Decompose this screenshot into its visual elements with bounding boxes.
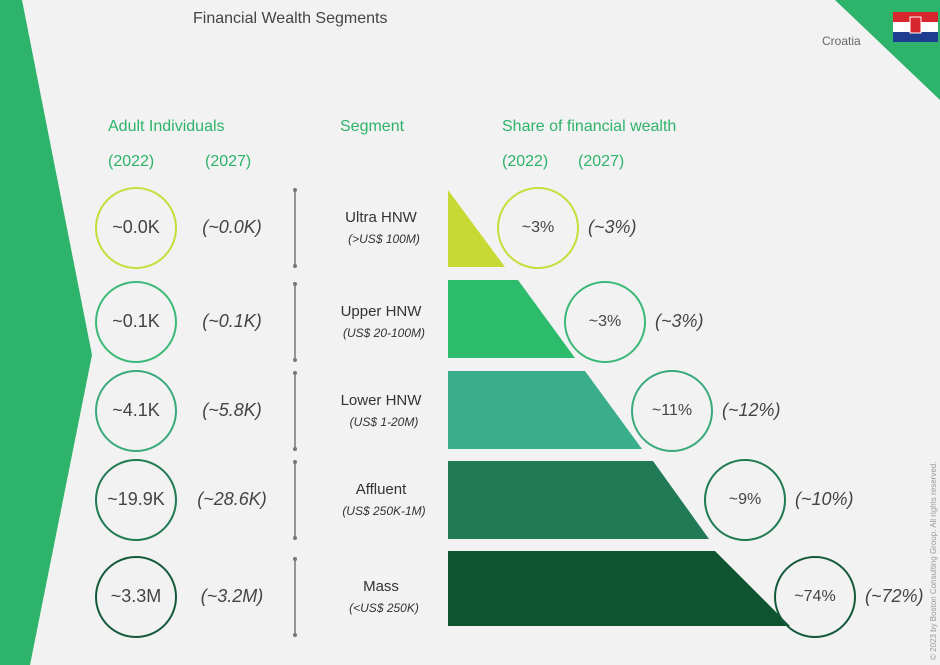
pyramid-tier — [448, 190, 505, 267]
adults-circle — [95, 370, 177, 452]
adults-circle — [95, 187, 177, 269]
divider-dot — [293, 358, 297, 362]
column-header: Segment — [340, 118, 405, 135]
pyramid-tier — [448, 371, 642, 449]
column-year: (2022) — [108, 153, 154, 170]
divider-dot — [293, 447, 297, 451]
segment-name: Ultra HNW — [345, 209, 418, 226]
share-2022: ~9% — [729, 491, 761, 508]
adults-circle — [95, 459, 177, 541]
divider-dot — [293, 633, 297, 637]
pyramid-tier — [448, 280, 575, 358]
column-header: Share of financial wealth — [502, 118, 676, 135]
adults-2027: (~3.2M) — [201, 586, 264, 606]
adults-2027: (~0.0K) — [202, 217, 262, 237]
share-2022: ~3% — [522, 219, 554, 236]
share-2027: (~3%) — [655, 311, 704, 331]
share-2027: (~72%) — [865, 586, 924, 606]
adults-2027: (~28.6K) — [197, 489, 267, 509]
divider-dot — [293, 188, 297, 192]
adults-2027: (~5.8K) — [202, 400, 262, 420]
segment-range: (US$ 250K-1M) — [342, 504, 425, 518]
share-2022: ~11% — [652, 402, 692, 419]
copyright: © 2023 by Boston Consulting Group. All r… — [929, 462, 938, 660]
adults-2022: ~3.3M — [111, 586, 162, 606]
segment-name: Mass — [363, 578, 399, 595]
segment-name: Affluent — [356, 481, 407, 498]
country: Croatia — [822, 34, 861, 48]
flag — [893, 12, 938, 42]
share-2027: (~3%) — [588, 217, 637, 237]
title: Financial Wealth Segments — [193, 10, 387, 27]
share-2027: (~12%) — [722, 400, 781, 420]
share-2027: (~10%) — [795, 489, 854, 509]
share-2022: ~74% — [794, 588, 835, 605]
divider-dot — [293, 536, 297, 540]
adults-circle — [95, 556, 177, 638]
segment-name: Lower HNW — [341, 392, 423, 409]
divider-dot — [293, 460, 297, 464]
share-circle — [564, 281, 646, 363]
left-accent — [0, 0, 92, 665]
column-header: Adult Individuals — [108, 118, 225, 135]
pyramid-tier — [448, 461, 709, 539]
share-circle — [631, 370, 713, 452]
adults-2022: ~19.9K — [107, 489, 165, 509]
share-circle — [497, 187, 579, 269]
divider-dot — [293, 371, 297, 375]
segment-range: (<US$ 250K) — [349, 601, 419, 615]
adults-2022: ~0.1K — [112, 311, 160, 331]
divider-dot — [293, 282, 297, 286]
adults-2027: (~0.1K) — [202, 311, 262, 331]
segment-range: (US$ 20-100M) — [343, 326, 425, 340]
column-year: (2027) — [205, 153, 251, 170]
column-year: (2022) — [502, 153, 548, 170]
share-2022: ~3% — [589, 313, 621, 330]
divider-dot — [293, 264, 297, 268]
share-circle — [774, 556, 856, 638]
column-year: (2027) — [578, 153, 624, 170]
segment-name: Upper HNW — [341, 303, 423, 320]
adults-circle — [95, 281, 177, 363]
segment-range: (US$ 1-20M) — [350, 415, 419, 429]
divider-dot — [293, 557, 297, 561]
pyramid-tier — [448, 551, 790, 626]
adults-2022: ~4.1K — [112, 400, 160, 420]
segment-range: (>US$ 100M) — [348, 232, 420, 246]
adults-2022: ~0.0K — [112, 217, 160, 237]
share-circle — [704, 459, 786, 541]
